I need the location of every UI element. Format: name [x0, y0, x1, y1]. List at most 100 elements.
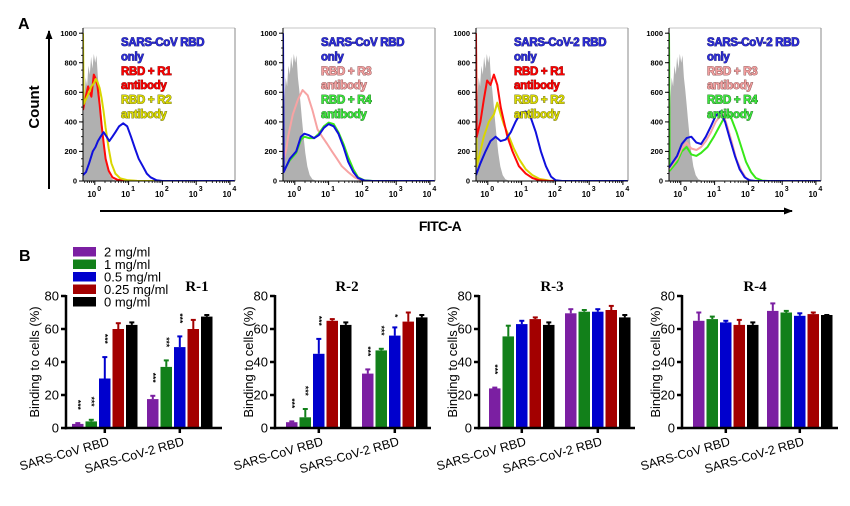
histogram-line-rbd-r2-antibody [83, 33, 235, 181]
histogram-legend-text: SARS-CoV-2 RBD [707, 37, 799, 49]
y-tick-label: 600 [650, 88, 663, 97]
x-tick-label-exponent: 4 [432, 186, 436, 193]
y-tick-label: 0 [465, 421, 472, 436]
x-tick-label-base: 10 [422, 190, 431, 199]
bar-0-mg-ml-sars-cov-2-rbd [416, 317, 428, 428]
legend-label: 0.25 mg/ml [104, 282, 168, 297]
histogram-series-group [669, 33, 821, 181]
y-tick-label: 200 [264, 147, 277, 156]
histogram-legend-text: antibody [321, 80, 367, 92]
x-tick-label-exponent: 0 [97, 186, 101, 193]
bar-0-25-mg-ml-sars-cov-rbd [733, 324, 745, 428]
x-tick-label-exponent: 3 [592, 186, 596, 193]
panel-a-label: A [18, 16, 30, 33]
legend-swatch [73, 272, 96, 282]
histogram-legend-text: SARS-CoV-2 RBD [514, 37, 606, 49]
y-tick-label: 600 [457, 88, 470, 97]
x-tick-label-base: 10 [155, 190, 164, 199]
y-tick-label: 0 [659, 177, 663, 186]
bar-2-mg-ml-sars-cov-2-rbd [767, 310, 779, 428]
bar-1-mg-ml-sars-cov-rbd [502, 336, 514, 428]
histogram-legend-text: antibody [321, 109, 367, 121]
concentration-legend: 2 mg/ml1 mg/ml0.5 mg/ml0.25 mg/ml0 mg/ml [73, 245, 168, 310]
chart-title: R-2 [335, 279, 358, 295]
chart-title: R-4 [743, 279, 767, 295]
y-tick-label: 600 [64, 88, 77, 97]
legend-swatch [73, 284, 96, 294]
y-tick-label: 800 [650, 58, 663, 67]
y-tick-label: 20 [661, 388, 675, 403]
legend-label: 0.5 mg/ml [104, 270, 161, 285]
legend-item: 0.25 mg/ml [73, 282, 168, 297]
histogram-line-rbd-r3-antibody [283, 89, 435, 181]
legend-swatch [73, 297, 96, 307]
y-tick-label: 20 [45, 388, 59, 403]
histogram-legend-text: SARS-CoV RBD [321, 37, 404, 49]
bar-1-mg-ml-sars-cov-rbd [706, 319, 718, 428]
x-tick-label-exponent: 3 [785, 186, 789, 193]
x-tick-label-exponent: 0 [683, 186, 687, 193]
x-tick-label-exponent: 3 [399, 186, 403, 193]
significance-marker: *** [490, 364, 500, 375]
legend-swatch [73, 247, 96, 257]
histogram-panel-3: 02004006008001000100101102103104SARS-CoV… [453, 27, 629, 199]
x-tick-label-exponent: 1 [717, 186, 721, 193]
x-tick-label-base: 10 [548, 190, 557, 199]
bar-0-5-mg-ml-sars-cov-2-rbd [174, 347, 186, 428]
histogram-filled-control-area [283, 53, 321, 181]
legend-label: 2 mg/ml [104, 245, 150, 260]
bar-0-5-mg-ml-sars-cov-rbd [313, 353, 325, 429]
bar-1-mg-ml-sars-cov-2-rbd [375, 350, 387, 428]
significance-marker: *** [86, 397, 96, 408]
x-tick-label-base: 10 [615, 190, 624, 199]
chart-title: R-3 [540, 279, 563, 295]
legend-item: 2 mg/ml [73, 245, 150, 260]
x-tick-label-base: 10 [189, 190, 198, 199]
bar-0-25-mg-ml-sars-cov-2-rbd [187, 329, 199, 428]
x-tick-label-exponent: 1 [131, 186, 135, 193]
histogram-legend-text: antibody [707, 109, 753, 121]
bar-0-25-mg-ml-sars-cov-2-rbd [807, 314, 819, 428]
x-tick-label-base: 10 [741, 190, 750, 199]
bar-0-5-mg-ml-sars-cov-2-rbd [389, 335, 401, 428]
x-tick-label-exponent: 2 [165, 186, 169, 193]
histogram-legend-text: antibody [514, 80, 560, 92]
histogram-legend-text: RBD + R4 [321, 95, 372, 107]
histogram-legend-text: only [121, 51, 144, 63]
y-tick-label: 20 [254, 388, 268, 403]
y-tick-label: 60 [254, 322, 268, 337]
histogram-legend-text: RBD + R1 [514, 66, 565, 78]
panel-b-label: B [19, 248, 31, 265]
y-axis-label: Binding to cells (%) [27, 306, 42, 417]
x-tick-label-exponent: 4 [625, 186, 629, 193]
x-tick-label-exponent: 0 [297, 186, 301, 193]
significance-marker: *** [100, 334, 110, 345]
y-tick-label: 80 [45, 289, 59, 304]
histogram-legend-text: antibody [514, 109, 560, 121]
bar-0-5-mg-ml-sars-cov-rbd [516, 324, 528, 428]
histogram-panel-4: 02004006008001000100101102103104SARS-CoV… [646, 27, 822, 199]
legend-swatch [73, 259, 96, 269]
bar-2-mg-ml-sars-cov-2-rbd [362, 373, 374, 428]
y-axis-label: Binding to cells (%) [445, 306, 460, 417]
bar-1-mg-ml-sars-cov-rbd [85, 421, 97, 428]
y-tick-label: 1000 [646, 29, 663, 38]
y-tick-label: 40 [661, 355, 675, 370]
histogram-line-sars-cov-rbd-only [283, 33, 435, 181]
bar-0-mg-ml-sars-cov-2-rbd [201, 316, 213, 428]
x-tick-label-exponent: 1 [524, 186, 528, 193]
y-tick-label: 60 [458, 322, 472, 337]
y-tick-label: 80 [458, 289, 472, 304]
legend-item: 0.5 mg/ml [73, 270, 161, 285]
y-tick-label: 1000 [60, 29, 77, 38]
y-tick-label: 600 [264, 88, 277, 97]
histogram-legend-text: RBD + R1 [121, 66, 172, 78]
x-tick-label-exponent: 0 [490, 186, 494, 193]
bar-0-mg-ml-sars-cov-rbd [747, 324, 759, 428]
y-axis-label: Binding to cells (%) [241, 306, 256, 417]
bar-2-mg-ml-sars-cov-rbd [72, 423, 84, 428]
histogram-line-sars-cov-rbd-only [83, 122, 235, 181]
bar-0-25-mg-ml-sars-cov-2-rbd [605, 310, 617, 428]
bar-2-mg-ml-sars-cov-2-rbd [147, 399, 159, 428]
